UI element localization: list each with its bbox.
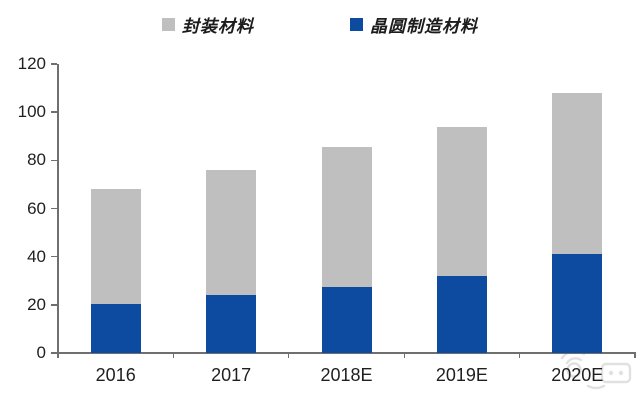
y-axis-tick-label: 80 [27, 150, 46, 170]
x-axis-tick [172, 353, 175, 358]
legend-item-wafer-materials: 晶圆制造材料 [350, 12, 478, 37]
bar-segment-packaging-materials [321, 147, 372, 287]
x-axis-tick [518, 353, 521, 358]
y-axis-tick [51, 352, 57, 354]
legend: 封装材料 晶圆制造材料 [0, 10, 640, 38]
y-axis-tick [51, 255, 57, 258]
y-axis-line [57, 64, 59, 353]
x-axis-tick [57, 353, 59, 358]
y-axis-tick [51, 207, 57, 210]
x-axis-category-label: 2017 [211, 365, 252, 385]
bar-segment-packaging-materials [90, 189, 141, 304]
x-axis-line [57, 352, 636, 354]
y-axis-tick-label: 60 [27, 198, 46, 218]
legend-swatch-packaging-materials [162, 17, 175, 31]
y-axis-tick-label: 120 [17, 54, 46, 73]
x-axis-category-label: 2019E [435, 365, 488, 385]
bar-segment-wafer-materials [90, 303, 141, 353]
bar-segment-packaging-materials [552, 92, 603, 255]
legend-label-packaging-materials: 封装材料 [182, 16, 254, 37]
bar-segment-wafer-materials [436, 275, 487, 353]
bar-segment-wafer-materials [321, 286, 372, 353]
bar-segment-packaging-materials [436, 126, 487, 276]
y-axis-tick [51, 63, 57, 65]
legend-item-packaging-materials: 封装材料 [162, 12, 254, 37]
y-axis-tick-label: 100 [17, 102, 46, 122]
bar-segment-wafer-materials [552, 254, 603, 353]
y-axis-tick [51, 304, 57, 306]
x-axis-tick [403, 353, 405, 358]
y-axis-tick-label: 40 [27, 246, 46, 266]
x-axis-category-label: 2016 [95, 365, 136, 385]
y-axis-tick [51, 111, 57, 113]
x-axis-category-label: 2018E [320, 365, 373, 385]
bar-segment-wafer-materials [206, 295, 257, 353]
plot-area [51, 63, 636, 358]
y-axis-tick-label: 0 [36, 343, 46, 362]
bar-segment-packaging-materials [206, 169, 257, 296]
y-axis-tick-label: 20 [27, 294, 46, 314]
x-axis-category-label: 2020E [551, 365, 604, 385]
legend-label-wafer-materials: 晶圆制造材料 [370, 16, 478, 37]
x-axis-tick [288, 353, 290, 358]
y-axis-tick [51, 159, 57, 162]
legend-swatch-wafer-materials [350, 17, 363, 31]
x-axis-tick [634, 353, 636, 358]
